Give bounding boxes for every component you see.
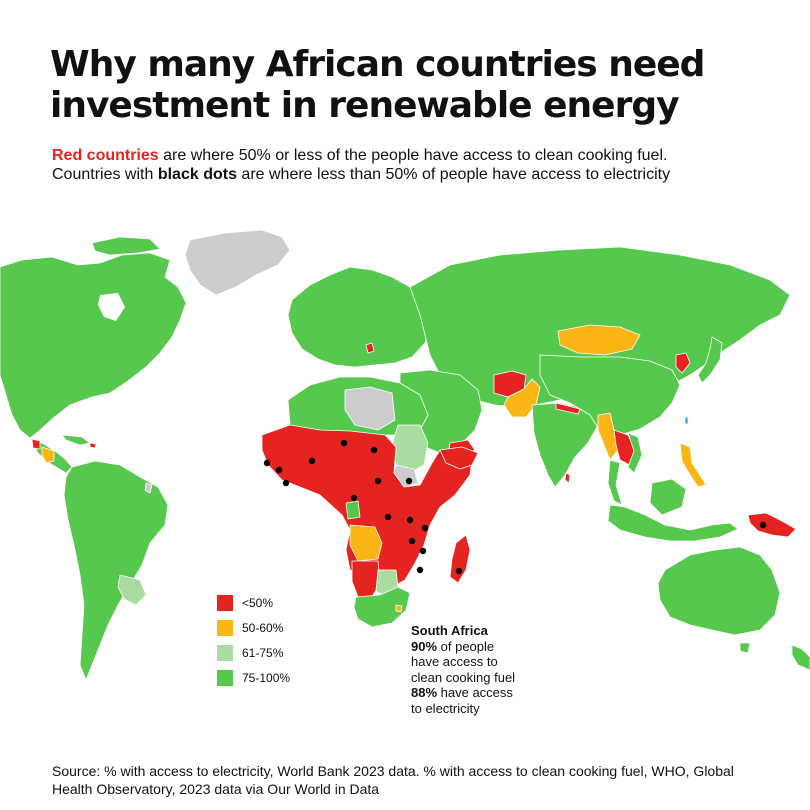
subtitle-line-2-text-end: are where less than 50% of people have a… xyxy=(236,166,671,183)
electricity-dot xyxy=(308,457,316,465)
electricity-dot xyxy=(421,524,429,532)
legend: <50% 50-60% 61-75% 75-100% xyxy=(217,590,290,690)
borneo xyxy=(649,478,687,516)
subtitle-line-2: Countries with black dots are where less… xyxy=(52,165,772,184)
legend-item-green: 75-100% xyxy=(217,665,290,690)
legend-swatch-red xyxy=(217,594,233,611)
electricity-dot xyxy=(759,521,767,529)
madagascar xyxy=(449,534,471,584)
electricity-dot xyxy=(350,494,358,502)
annotation-electricity-text-1: have access xyxy=(437,685,513,700)
legend-item-orange: 50-60% xyxy=(217,615,290,640)
subtitle-line-1: Red countries are where 50% or less of t… xyxy=(52,146,772,165)
myanmar xyxy=(597,412,619,461)
india xyxy=(531,402,599,488)
namibia xyxy=(351,560,381,598)
gabon xyxy=(345,500,361,520)
haiti xyxy=(89,442,97,449)
horn-of-africa xyxy=(439,446,479,470)
legend-item-red: <50% xyxy=(217,590,290,615)
electricity-dot xyxy=(406,516,414,524)
electricity-dot xyxy=(419,547,427,555)
electricity-dot xyxy=(263,459,271,467)
annotation-cooking-text-3: clean cooking fuel xyxy=(411,669,516,685)
hudson-bay xyxy=(98,293,125,321)
subtitle-red-highlight: Red countries xyxy=(52,147,159,164)
south-africa-annotation: South Africa 90% of people have access t… xyxy=(411,623,611,716)
tasmania xyxy=(739,642,751,654)
annotation-country: South Africa xyxy=(411,623,488,638)
south-africa xyxy=(353,586,411,628)
north-america xyxy=(0,252,187,439)
electricity-dot xyxy=(416,566,424,574)
electricity-dot xyxy=(275,466,283,474)
legend-swatch-orange xyxy=(217,619,233,636)
guatemala xyxy=(31,438,41,450)
papua-new-guinea xyxy=(747,512,797,538)
legend-label: 61-75% xyxy=(242,645,284,660)
annotation-cooking-value: 90% xyxy=(411,638,438,654)
honduras xyxy=(41,446,55,464)
electricity-dot xyxy=(374,477,382,485)
south-america xyxy=(63,460,169,681)
australia xyxy=(657,546,781,636)
subtitle-line-2-text-start: Countries with xyxy=(52,166,158,183)
annotation-electricity-text-2: to electricity xyxy=(411,700,480,716)
electricity-dot xyxy=(455,567,463,575)
lesotho xyxy=(395,604,403,613)
annotation-cooking-text-2: have access to xyxy=(411,654,498,669)
angola xyxy=(349,524,383,562)
french-guiana xyxy=(144,482,153,494)
taiwan xyxy=(684,416,689,425)
electricity-dots xyxy=(263,439,767,575)
balkans xyxy=(365,342,375,354)
libya xyxy=(344,386,396,431)
page-title: Why many African countries need investme… xyxy=(50,44,705,126)
mongolia xyxy=(557,324,641,356)
electricity-dot xyxy=(370,446,378,454)
world-map xyxy=(0,229,810,681)
nepal xyxy=(555,402,581,415)
north-korea xyxy=(675,352,691,374)
legend-label: 75-100% xyxy=(242,670,291,685)
electricity-dot xyxy=(384,513,392,521)
new-zealand xyxy=(791,644,810,671)
annotation-electricity-value: 88% xyxy=(411,685,438,700)
cuba xyxy=(61,434,91,446)
electricity-dot xyxy=(282,479,290,487)
subtitle-black-highlight: black dots xyxy=(157,166,237,183)
greenland xyxy=(184,229,291,296)
thailand xyxy=(607,459,623,506)
legend-swatch-green xyxy=(217,669,233,686)
arctic-islands xyxy=(91,236,161,256)
legend-label: 50-60% xyxy=(242,620,284,635)
vietnam xyxy=(627,432,643,474)
source-note: Source: % with access to electricity, Wo… xyxy=(52,763,734,797)
subtitle-line-1-text: are where 50% or less of the people have… xyxy=(158,147,668,164)
bolivia-paraguay xyxy=(117,574,147,606)
philippines xyxy=(679,442,707,488)
china xyxy=(539,354,681,436)
legend-item-light-green: 61-75% xyxy=(217,640,290,665)
japan xyxy=(697,336,723,384)
europe xyxy=(287,266,431,368)
subtitle: Red countries are where 50% or less of t… xyxy=(52,146,772,184)
electricity-dot xyxy=(405,477,413,485)
annotation-cooking-text-1: of people xyxy=(437,638,495,654)
legend-swatch-light-green xyxy=(217,644,233,661)
sri-lanka xyxy=(564,472,571,484)
legend-label: <50% xyxy=(242,595,274,610)
malaysia-indonesia xyxy=(607,504,739,542)
electricity-dot xyxy=(408,537,416,545)
sub-saharan-africa xyxy=(261,424,473,588)
electricity-dot xyxy=(340,439,348,447)
